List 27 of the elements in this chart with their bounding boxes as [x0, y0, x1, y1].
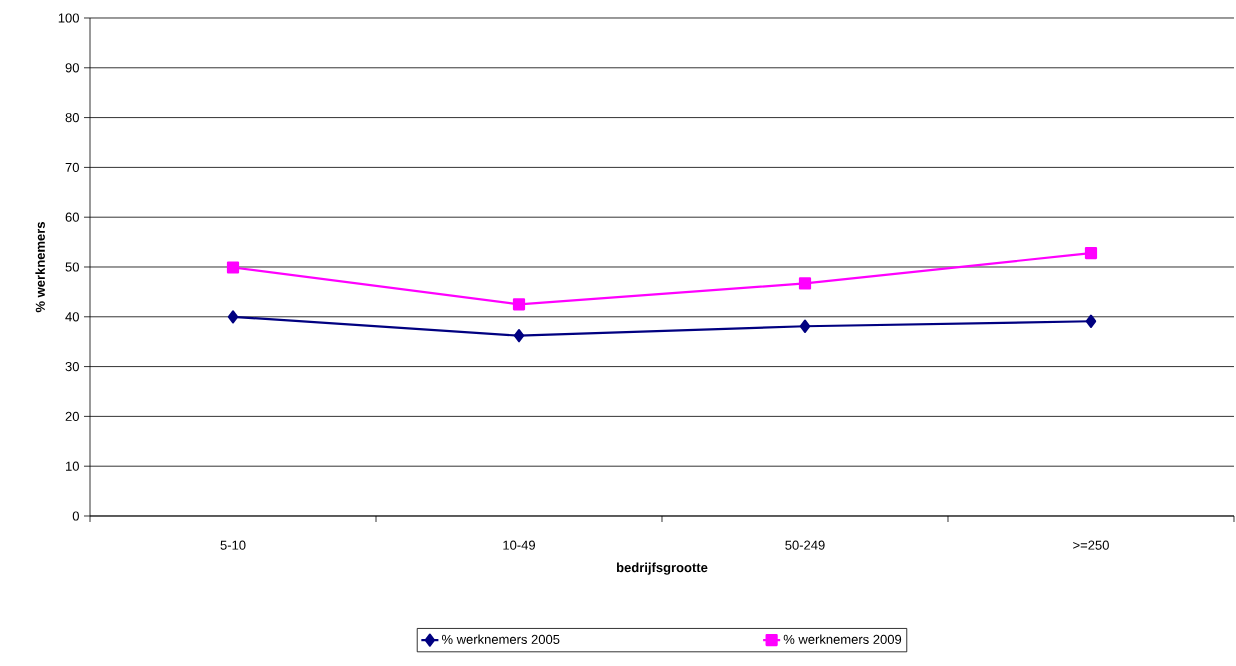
y-tick-label: 20	[65, 411, 79, 421]
point	[1084, 246, 1098, 260]
legend-label: % werknemers 2009	[783, 634, 902, 644]
y-tick-label: 70	[65, 162, 79, 172]
point	[513, 329, 525, 343]
y-tick-label: 80	[65, 112, 79, 123]
y-tick-label: 90	[65, 63, 79, 73]
x-tick-label: 50-249	[785, 540, 825, 550]
x-tick-label: 5-10	[220, 540, 246, 550]
point	[799, 319, 811, 333]
y-tick-label: 50	[65, 262, 79, 272]
y-tick-label: 40	[65, 312, 79, 322]
point	[226, 261, 240, 274]
point	[798, 277, 812, 290]
y-tick-label: 100	[58, 13, 79, 23]
legend-label: % werknemers 2005	[441, 634, 560, 644]
x-axis-title: bedrijfsgrootte	[617, 562, 708, 575]
point	[512, 298, 526, 311]
y-tick-label: 0	[72, 511, 79, 521]
point	[1085, 314, 1097, 328]
y-axis-title: % werknemers	[35, 222, 45, 313]
point	[227, 310, 239, 324]
x-tick-label: >=250	[1073, 540, 1109, 550]
y-tick-label: 30	[65, 361, 79, 372]
y-tick-label: 10	[66, 461, 79, 471]
y-tick-label: 60	[65, 212, 79, 222]
x-tick-label: 10-49	[503, 540, 536, 550]
